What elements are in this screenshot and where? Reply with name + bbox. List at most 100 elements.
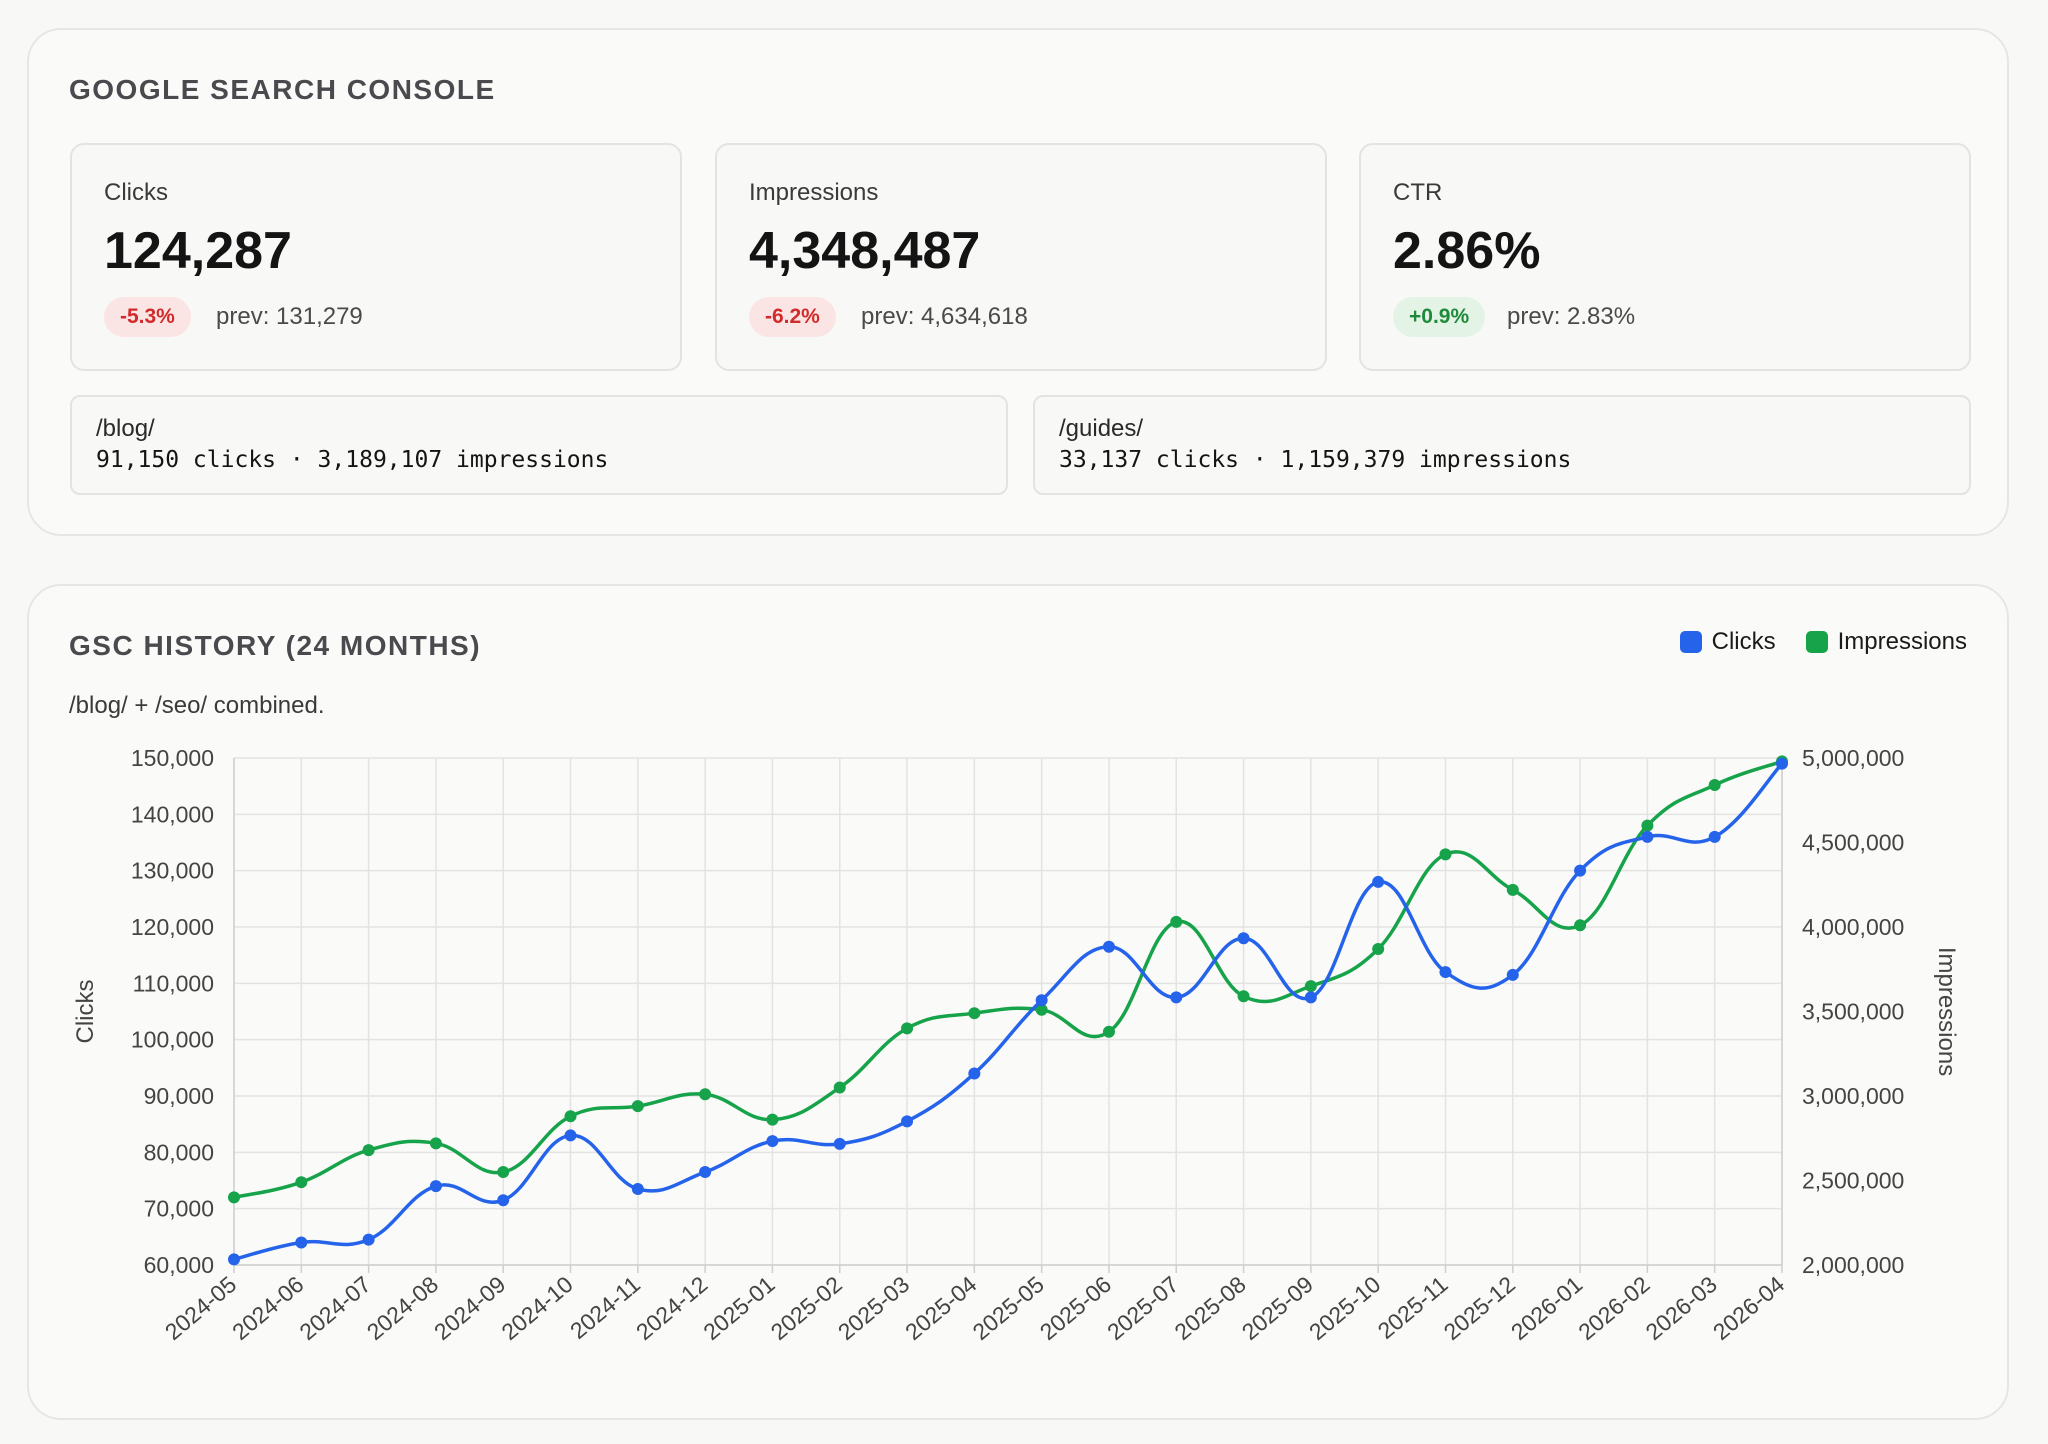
- x-tick-label: 2024-06: [227, 1271, 308, 1345]
- data-point-impressions: [1708, 779, 1721, 792]
- y-left-tick-label: 80,000: [144, 1139, 214, 1165]
- data-point-clicks: [1776, 757, 1788, 770]
- data-point-impressions: [497, 1166, 510, 1179]
- data-point-clicks: [631, 1182, 644, 1195]
- y-left-tick-label: 140,000: [131, 801, 214, 827]
- chart-title: GSC HISTORY (24 MONTHS): [69, 630, 482, 661]
- kpi-card-clicks: Clicks 124,287 -5.3% prev: 131,279: [70, 143, 682, 371]
- chart-subtitle: /blog/ + /seo/ combined.: [69, 692, 325, 719]
- data-point-clicks: [429, 1180, 442, 1193]
- y-right-tick-label: 4,500,000: [1802, 830, 1904, 856]
- panel-title: GOOGLE SEARCH CONSOLE: [69, 74, 496, 105]
- x-tick-label: 2024-08: [362, 1271, 443, 1345]
- y-left-tick-label: 60,000: [144, 1252, 214, 1278]
- x-tick-label: 2024-11: [565, 1271, 645, 1344]
- x-tick-label: 2025-02: [766, 1271, 847, 1345]
- x-tick-label: 2025-07: [1102, 1271, 1183, 1345]
- kpi-label: Impressions: [749, 179, 879, 206]
- data-point-clicks: [228, 1253, 240, 1266]
- data-point-clicks: [968, 1067, 981, 1080]
- gsc-history-panel: GSC HISTORY (24 MONTHS) Clicks Impressio…: [27, 584, 2009, 1420]
- data-point-clicks: [1035, 994, 1048, 1007]
- data-point-impressions: [631, 1100, 644, 1113]
- y-right-tick-label: 3,000,000: [1802, 1083, 1904, 1109]
- delta-badge: -5.3%: [104, 297, 191, 337]
- y-left-tick-label: 90,000: [144, 1083, 214, 1109]
- history-line-chart: 150,000 140,000 130,000 120,000 110,000 100,0…: [72, 745, 1960, 1345]
- x-tick-label: 2025-08: [1169, 1271, 1250, 1345]
- kpi-label: Clicks: [104, 179, 168, 206]
- data-point-clicks: [1237, 932, 1250, 945]
- chart-legend: Clicks Impressions: [1650, 628, 1967, 656]
- y-right-tick-label: 3,500,000: [1802, 999, 1904, 1025]
- x-tick-label: 2025-11: [1373, 1271, 1453, 1344]
- kpi-value: 4,348,487: [749, 222, 981, 280]
- data-point-clicks: [1304, 991, 1317, 1004]
- data-point-impressions: [901, 1022, 914, 1035]
- data-point-clicks: [362, 1233, 375, 1246]
- data-point-clicks: [1708, 830, 1721, 843]
- series-line-clicks: [233, 762, 1784, 1262]
- y-left-tick-label: 150,000: [131, 745, 214, 771]
- y-right-tick-label: 4,000,000: [1802, 914, 1904, 940]
- y-right-tick-label: 5,000,000: [1802, 745, 1904, 771]
- x-tick-label: 2026-04: [1708, 1271, 1790, 1345]
- data-point-clicks: [1372, 875, 1385, 888]
- data-point-clicks: [295, 1236, 308, 1249]
- kpi-card-impressions: Impressions 4,348,487 -6.2% prev: 4,634,…: [715, 143, 1327, 371]
- legend-item-clicks[interactable]: Clicks: [1679, 628, 1776, 656]
- data-point-clicks: [1641, 830, 1654, 843]
- kpi-value: 2.86%: [1393, 222, 1541, 280]
- x-tick-label: 2024-12: [631, 1271, 712, 1345]
- legend-swatch-impressions: [1805, 631, 1828, 653]
- data-point-impressions: [429, 1137, 442, 1150]
- y-right-axis-title: Impressions: [1933, 947, 1960, 1076]
- data-point-clicks: [901, 1115, 914, 1128]
- delta-badge: -6.2%: [749, 297, 836, 337]
- data-point-impressions: [228, 1191, 240, 1204]
- kpi-label: CTR: [1393, 179, 1443, 206]
- y-right-tick-label: 2,000,000: [1802, 1252, 1904, 1278]
- data-point-impressions: [1102, 1025, 1115, 1038]
- x-tick-label: 2025-03: [833, 1271, 914, 1345]
- x-tick-label: 2026-03: [1641, 1271, 1722, 1345]
- data-point-clicks: [497, 1194, 510, 1207]
- x-tick-label: 2025-12: [1439, 1271, 1520, 1345]
- data-point-impressions: [699, 1088, 712, 1101]
- legend-item-impressions[interactable]: Impressions: [1805, 628, 1967, 656]
- data-point-impressions: [1372, 942, 1385, 955]
- data-point-clicks: [1102, 940, 1115, 953]
- data-point-clicks: [766, 1135, 779, 1148]
- segment-path: /blog/: [96, 415, 155, 442]
- data-point-clicks: [1506, 968, 1519, 981]
- data-point-impressions: [1304, 980, 1317, 993]
- gsc-summary-panel: GOOGLE SEARCH CONSOLE Clicks 124,287 -5.…: [27, 28, 2009, 536]
- kpi-card-ctr: CTR 2.86% +0.9% prev: 2.83%: [1359, 143, 1971, 371]
- data-point-impressions: [1641, 819, 1654, 832]
- x-tick-label: 2024-07: [294, 1271, 375, 1345]
- y-left-axis-title: Clicks: [72, 980, 99, 1044]
- y-left-tick-label: 120,000: [131, 914, 214, 940]
- x-tick-label: 2026-01: [1506, 1271, 1587, 1345]
- x-tick-label: 2025-05: [967, 1271, 1048, 1345]
- x-tick-label: 2026-02: [1573, 1271, 1654, 1345]
- x-tick-label: 2025-09: [1237, 1271, 1318, 1345]
- data-point-impressions: [1170, 915, 1183, 928]
- previous-value: prev: 4,634,618: [861, 303, 1028, 330]
- segment-path: /guides/: [1059, 415, 1144, 442]
- data-point-impressions: [1439, 848, 1452, 861]
- data-point-impressions: [564, 1110, 577, 1123]
- x-tick-label: 2025-04: [900, 1271, 982, 1345]
- y-right-tick-label: 2,500,000: [1802, 1168, 1904, 1194]
- data-point-impressions: [1574, 919, 1587, 932]
- data-point-impressions: [1035, 1003, 1048, 1016]
- legend-swatch-clicks: [1679, 631, 1702, 653]
- y-left-tick-label: 110,000: [133, 970, 214, 996]
- legend-label: Impressions: [1837, 628, 1967, 655]
- x-tick-label: 2024-05: [160, 1271, 241, 1345]
- x-tick-label: 2025-10: [1304, 1271, 1385, 1345]
- data-point-impressions: [833, 1081, 846, 1094]
- segment-stats: 33,137 clicks · 1,159,379 impressions: [1059, 447, 1572, 473]
- x-tick-label: 2024-09: [429, 1271, 510, 1345]
- x-tick-label: 2024-10: [496, 1271, 577, 1345]
